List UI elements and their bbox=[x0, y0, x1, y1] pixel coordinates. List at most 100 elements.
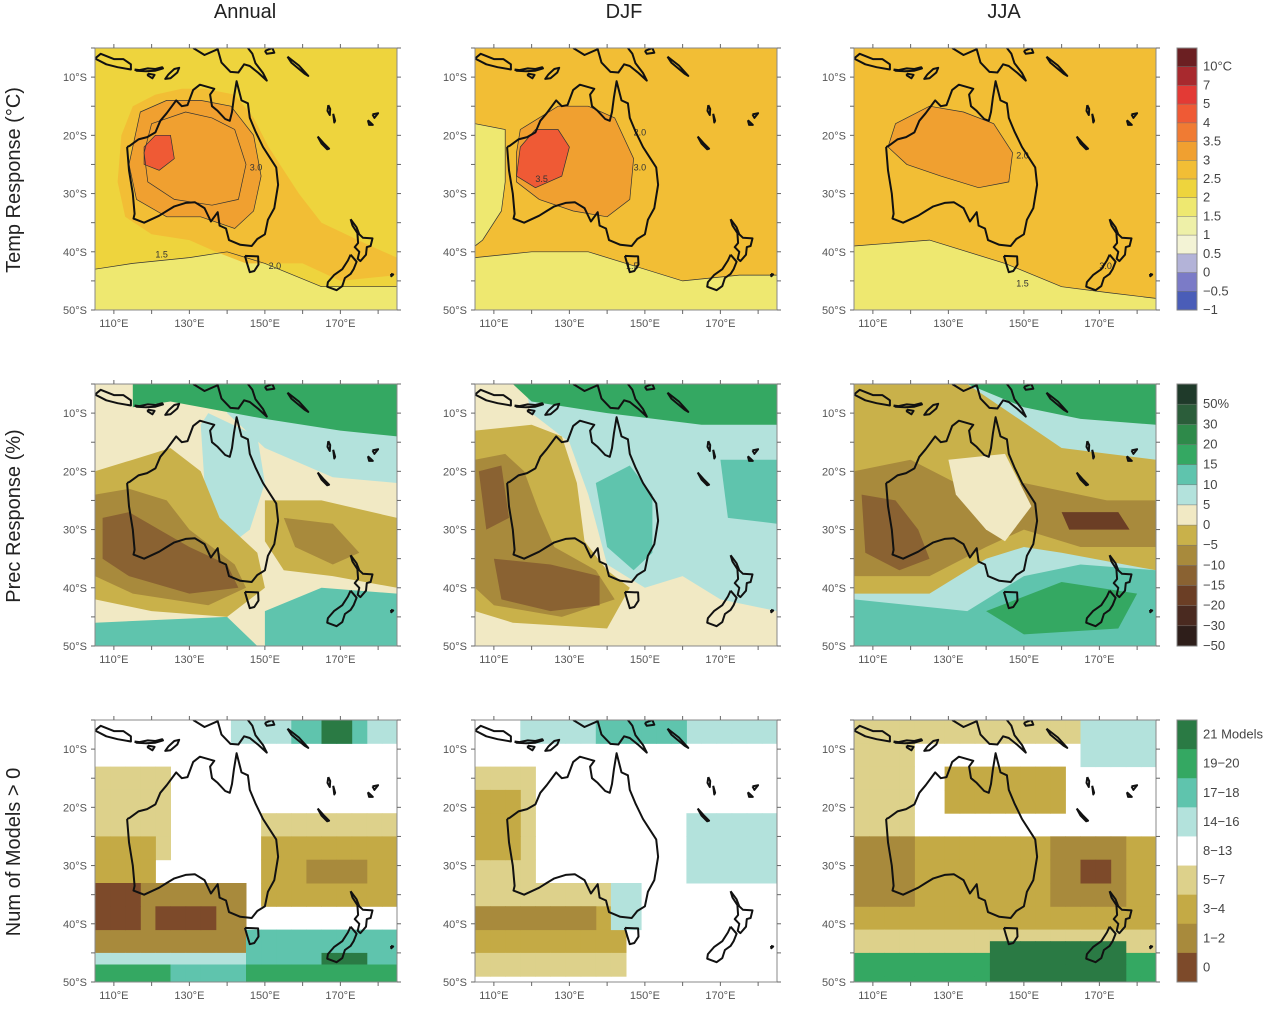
coastline bbox=[544, 738, 561, 752]
model-count-cell bbox=[490, 766, 506, 791]
coastline bbox=[514, 738, 544, 745]
model-count-cell bbox=[475, 883, 491, 907]
model-count-cell bbox=[1110, 941, 1127, 965]
model-count-cell bbox=[959, 883, 976, 907]
y-tick-label: 10°S bbox=[63, 744, 87, 756]
model-count-cell bbox=[1035, 883, 1051, 907]
coastline bbox=[951, 384, 1027, 418]
model-count-cell bbox=[1065, 941, 1081, 965]
coastline bbox=[264, 384, 276, 391]
model-count-cell bbox=[366, 836, 383, 861]
model-count-cell bbox=[95, 906, 111, 931]
model-count-cell bbox=[716, 859, 733, 884]
model-count-cell bbox=[899, 766, 915, 791]
colorbar-label: −0.5 bbox=[1203, 283, 1229, 298]
map-panel-models-jja: 10°S 20°S 30°S 40°S 50°S 110°E 130°E 150°E 170°E bbox=[822, 716, 1160, 1002]
coastline bbox=[1149, 608, 1154, 614]
coastline bbox=[126, 80, 280, 247]
model-count-cell bbox=[490, 952, 506, 977]
model-count-cell bbox=[1095, 743, 1112, 768]
colorbar-swatch bbox=[1177, 836, 1197, 866]
coastline bbox=[770, 944, 775, 950]
model-count-cell bbox=[230, 964, 247, 982]
contour-label: 2.0 bbox=[269, 261, 282, 271]
contour-line bbox=[887, 105, 1013, 189]
contour-line bbox=[854, 239, 1156, 310]
column-title-djf: DJF bbox=[606, 1, 643, 23]
coastline bbox=[371, 784, 380, 791]
model-count-cell bbox=[505, 836, 521, 861]
model-count-cell bbox=[351, 720, 368, 744]
model-count-cell bbox=[200, 883, 217, 907]
model-count-cell bbox=[535, 906, 551, 931]
contour-label: 1.5 bbox=[155, 250, 168, 260]
model-count-cell bbox=[746, 720, 763, 744]
model-count-cell bbox=[565, 952, 582, 977]
model-count-cell bbox=[959, 859, 976, 884]
model-count-cell bbox=[140, 929, 156, 954]
model-count-cell bbox=[1140, 883, 1156, 907]
panel-frame bbox=[853, 719, 1157, 983]
coastline bbox=[1085, 926, 1117, 964]
model-count-cell bbox=[261, 883, 277, 907]
model-count-cell bbox=[884, 883, 900, 907]
model-count-cell bbox=[899, 976, 915, 982]
model-count-cell bbox=[989, 941, 1006, 965]
coastline bbox=[751, 448, 760, 455]
model-count-cell bbox=[595, 929, 612, 954]
model-count-cell bbox=[1140, 906, 1156, 931]
coastline bbox=[1125, 119, 1133, 126]
y-tick-label: 10°S bbox=[822, 744, 846, 756]
model-count-cell bbox=[1080, 859, 1097, 884]
coastline bbox=[475, 724, 512, 743]
model-count-cell bbox=[336, 836, 353, 861]
map-panel-prec-annual: 10°S 20°S 30°S 40°S 50°S 110°E 130°E 150°E 170°E bbox=[63, 380, 401, 666]
model-count-cell bbox=[140, 859, 156, 884]
column-title-annual: Annual bbox=[214, 1, 276, 23]
model-count-cell bbox=[1005, 859, 1021, 884]
coastline bbox=[706, 590, 738, 628]
model-count-cell bbox=[746, 836, 763, 861]
model-count-cell bbox=[351, 836, 368, 861]
model-count-cell bbox=[1020, 906, 1036, 931]
model-count-cell bbox=[869, 813, 885, 837]
model-count-cell bbox=[929, 883, 946, 907]
contour-line bbox=[516, 129, 570, 189]
model-count-cell bbox=[959, 952, 976, 977]
model-count-cell bbox=[641, 720, 657, 744]
coastline bbox=[390, 608, 395, 614]
model-count-cell bbox=[716, 720, 733, 744]
model-count-cell bbox=[580, 906, 597, 931]
y-tick-label: 30°S bbox=[443, 861, 467, 873]
model-count-cell bbox=[95, 789, 111, 814]
model-count-cell bbox=[686, 720, 702, 744]
coastline bbox=[1130, 448, 1139, 455]
model-count-cell bbox=[321, 720, 338, 744]
model-count-cell bbox=[1035, 789, 1051, 814]
coastline bbox=[126, 416, 280, 583]
field-region bbox=[132, 384, 397, 437]
coastline bbox=[712, 113, 717, 124]
model-count-cell bbox=[610, 906, 627, 931]
model-count-cell bbox=[1125, 929, 1142, 954]
model-count-cell bbox=[475, 813, 491, 837]
x-tick-label: 130°E bbox=[933, 318, 963, 330]
x-tick-label: 150°E bbox=[250, 318, 280, 330]
colorbar-label: −15 bbox=[1203, 578, 1225, 593]
column-title-jja: JJA bbox=[987, 1, 1021, 23]
model-count-cell bbox=[854, 929, 870, 954]
model-count-cell bbox=[854, 743, 870, 768]
model-count-cell bbox=[716, 813, 733, 837]
model-count-cell bbox=[914, 976, 930, 982]
y-tick-label: 50°S bbox=[822, 305, 846, 317]
model-count-cell bbox=[731, 859, 748, 884]
x-tick-label: 170°E bbox=[325, 990, 355, 1002]
coastline bbox=[696, 135, 711, 151]
model-count-cell bbox=[899, 836, 915, 861]
x-tick-label: 130°E bbox=[933, 990, 963, 1002]
model-count-cell bbox=[884, 906, 900, 931]
coastline bbox=[893, 66, 923, 73]
model-count-cell bbox=[1095, 859, 1112, 884]
panel-frame bbox=[474, 719, 778, 983]
